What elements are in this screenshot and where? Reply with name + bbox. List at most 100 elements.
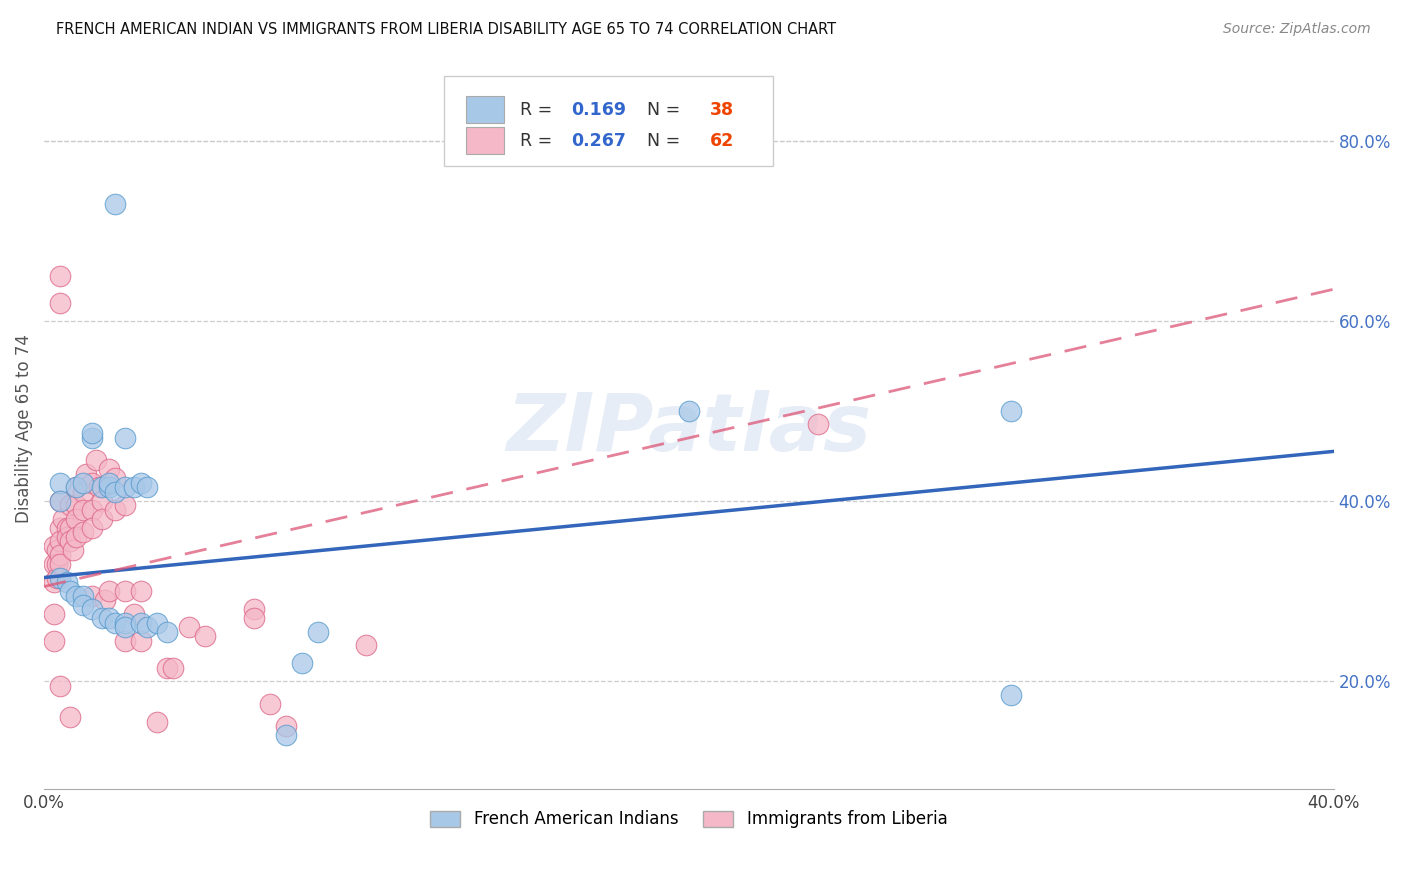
Text: N =: N = [636, 101, 686, 119]
Point [49, 534, 72, 549]
Text: 0.169: 0.169 [571, 101, 627, 119]
Point [1000, 404, 1022, 418]
Point [82, 426, 104, 441]
Point [129, 475, 152, 490]
Point [42, 607, 65, 621]
Point [146, 714, 169, 729]
Point [104, 471, 127, 485]
Point [49, 494, 72, 508]
Point [49, 268, 72, 283]
Point [242, 611, 264, 625]
Point [72, 475, 94, 490]
Text: 38: 38 [710, 101, 734, 119]
Y-axis label: Disability Age 65 to 74: Disability Age 65 to 74 [15, 334, 32, 524]
Point [91, 611, 114, 625]
Text: R =: R = [520, 101, 558, 119]
Point [55, 521, 77, 535]
Point [91, 480, 114, 494]
Point [82, 475, 104, 490]
Point [75, 467, 97, 481]
Point [59, 584, 82, 599]
Point [104, 484, 127, 499]
Text: Source: ZipAtlas.com: Source: ZipAtlas.com [1223, 22, 1371, 37]
Point [678, 404, 700, 418]
Point [114, 633, 136, 648]
Point [156, 660, 179, 674]
Point [136, 480, 159, 494]
Point [82, 503, 104, 517]
FancyBboxPatch shape [444, 76, 773, 166]
Text: 0.267: 0.267 [571, 132, 627, 150]
Point [114, 480, 136, 494]
Point [146, 615, 169, 630]
Point [59, 534, 82, 549]
Point [114, 499, 136, 513]
Point [104, 196, 127, 211]
Point [114, 584, 136, 599]
Point [52, 512, 75, 526]
Point [55, 530, 77, 544]
Point [72, 589, 94, 603]
Point [65, 512, 87, 526]
Point [97, 462, 120, 476]
Point [42, 539, 65, 553]
Point [82, 431, 104, 445]
Point [42, 574, 65, 589]
Legend: French American Indians, Immigrants from Liberia: French American Indians, Immigrants from… [423, 804, 955, 835]
Point [129, 615, 152, 630]
Text: ZIPatlas: ZIPatlas [506, 390, 872, 468]
Point [114, 615, 136, 630]
Point [49, 494, 72, 508]
Point [46, 557, 69, 571]
Point [179, 620, 201, 634]
Point [46, 570, 69, 584]
Point [242, 602, 264, 616]
Point [72, 484, 94, 499]
Point [104, 503, 127, 517]
FancyBboxPatch shape [465, 127, 505, 154]
Point [42, 557, 65, 571]
Point [59, 710, 82, 724]
Point [104, 615, 127, 630]
Point [62, 543, 84, 558]
Text: 62: 62 [710, 132, 734, 150]
Text: N =: N = [636, 132, 686, 150]
Point [82, 589, 104, 603]
Point [136, 620, 159, 634]
Point [129, 584, 152, 599]
Point [91, 512, 114, 526]
Point [194, 629, 217, 643]
Point [65, 499, 87, 513]
Point [46, 543, 69, 558]
Point [82, 602, 104, 616]
Point [124, 480, 146, 494]
Point [49, 557, 72, 571]
Point [97, 584, 120, 599]
Point [65, 480, 87, 494]
Point [49, 548, 72, 562]
Point [97, 611, 120, 625]
Point [82, 521, 104, 535]
Point [91, 494, 114, 508]
Point [65, 530, 87, 544]
Point [87, 480, 110, 494]
Point [291, 656, 314, 670]
FancyBboxPatch shape [465, 96, 505, 123]
Text: FRENCH AMERICAN INDIAN VS IMMIGRANTS FROM LIBERIA DISABILITY AGE 65 TO 74 CORREL: FRENCH AMERICAN INDIAN VS IMMIGRANTS FRO… [56, 22, 837, 37]
Point [65, 480, 87, 494]
Point [274, 719, 297, 733]
Point [42, 633, 65, 648]
Point [55, 574, 77, 589]
Point [72, 598, 94, 612]
Point [49, 295, 72, 310]
Point [84, 453, 107, 467]
Point [162, 660, 184, 674]
Point [156, 624, 179, 639]
Point [72, 503, 94, 517]
Point [49, 475, 72, 490]
Point [129, 633, 152, 648]
Point [807, 417, 830, 432]
Point [356, 638, 378, 652]
Point [49, 679, 72, 693]
Point [307, 624, 329, 639]
